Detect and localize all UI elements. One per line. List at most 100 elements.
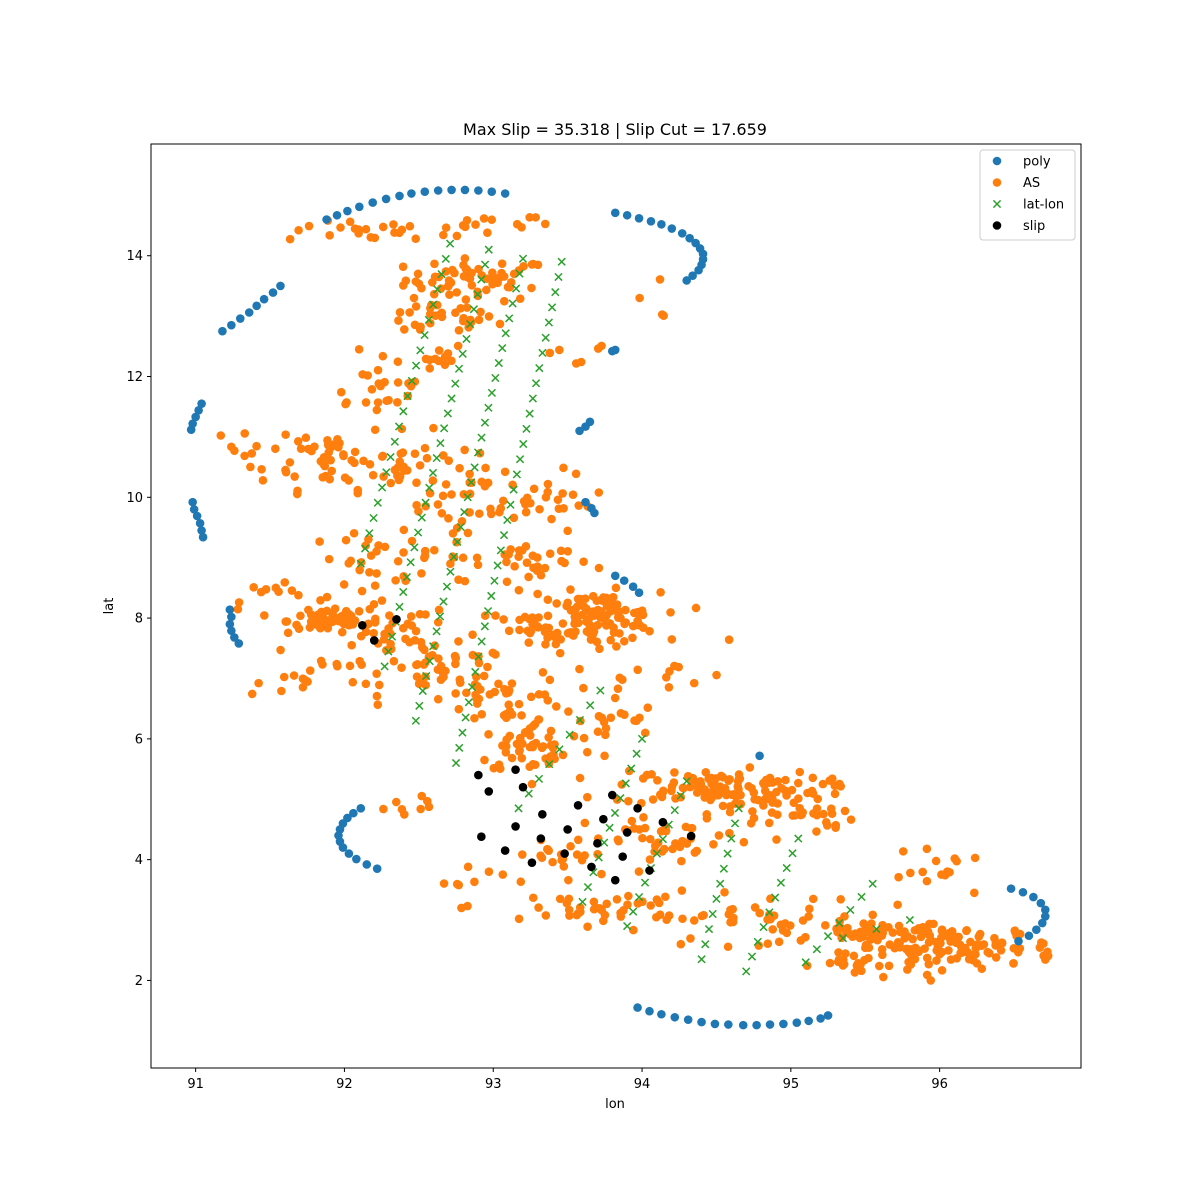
as-point <box>345 661 355 671</box>
x-tick-label: 92 <box>336 1077 353 1092</box>
as-point <box>465 469 474 479</box>
as-point <box>970 888 979 898</box>
lat-lon-point <box>380 662 389 671</box>
as-point <box>946 955 956 964</box>
as-point <box>372 669 381 678</box>
poly-point <box>633 1003 642 1012</box>
as-point <box>735 774 745 783</box>
as-point <box>301 433 311 443</box>
lat-lon-point <box>474 652 483 661</box>
as-point <box>491 650 500 659</box>
as-point <box>652 895 662 904</box>
poly-point <box>634 213 644 223</box>
x-tick-label: 96 <box>931 1077 948 1092</box>
lat-lon-point <box>640 878 650 887</box>
as-point <box>666 608 675 617</box>
as-point <box>547 514 556 524</box>
y-tick-label: 14 <box>126 249 143 264</box>
as-point <box>468 630 477 639</box>
as-point <box>516 877 526 887</box>
as-point <box>676 939 686 949</box>
lat-lon-point <box>467 682 477 692</box>
as-point <box>524 572 533 582</box>
lat-lon-point <box>463 493 472 502</box>
as-point <box>701 767 711 777</box>
as-point <box>389 220 398 229</box>
as-point <box>739 837 749 847</box>
as-point <box>480 755 489 765</box>
as-point <box>528 759 538 769</box>
as-point <box>785 921 795 930</box>
as-point <box>323 436 332 445</box>
lat-lon-point <box>634 892 644 902</box>
lat-lon-point <box>547 303 557 312</box>
as-point <box>430 259 439 269</box>
slip-point <box>593 839 602 848</box>
as-point <box>944 946 953 955</box>
as-point <box>545 675 555 685</box>
as-point <box>553 495 563 505</box>
lat-lon-point <box>387 632 397 641</box>
as-point <box>599 593 608 602</box>
poly-point <box>259 294 269 304</box>
as-point <box>937 966 947 975</box>
as-point <box>528 551 538 560</box>
as-point <box>294 225 303 235</box>
as-point <box>454 637 463 646</box>
poly-point <box>433 186 443 195</box>
as-point <box>975 929 985 939</box>
poly-point <box>191 412 200 422</box>
as-point <box>334 442 343 452</box>
lat-lon-point <box>424 315 433 324</box>
as-point <box>801 932 810 942</box>
as-point <box>538 742 548 751</box>
lat-lon-point <box>771 893 780 902</box>
as-point <box>645 626 654 636</box>
legend-slip-marker <box>992 221 1002 230</box>
slip-point <box>573 800 583 810</box>
legend: poly AS lat-lon slip <box>979 149 1076 241</box>
chart-title: Max Slip = 35.318 | Slip Cut = 17.659 <box>463 120 767 139</box>
poly-point <box>590 508 599 518</box>
poly-point <box>195 518 205 528</box>
lat-lon-point <box>458 728 467 737</box>
as-point <box>397 663 406 672</box>
as-point <box>859 919 868 928</box>
as-point <box>256 587 266 597</box>
as-point <box>304 605 313 615</box>
as-point <box>579 557 588 566</box>
lat-lon-point <box>384 647 393 656</box>
poly-point <box>792 1018 802 1028</box>
lat-lon-point <box>425 657 434 666</box>
as-point <box>830 781 840 790</box>
as-point <box>560 558 569 568</box>
as-point <box>393 556 403 566</box>
as-point <box>836 955 845 965</box>
poly-point <box>487 187 497 197</box>
lat-lon-point <box>515 455 525 464</box>
as-point <box>612 895 622 904</box>
as-point <box>685 782 695 792</box>
lat-lon-point <box>632 749 641 758</box>
poly-point <box>188 497 197 507</box>
as-point <box>385 611 394 620</box>
as-point <box>527 283 536 293</box>
as-point <box>541 911 551 920</box>
as-point <box>795 767 805 777</box>
poly-point <box>234 639 244 648</box>
as-point <box>434 605 444 615</box>
as-point <box>551 702 561 711</box>
as-point <box>579 733 589 743</box>
as-point <box>514 552 523 562</box>
as-point <box>337 627 347 637</box>
poly-point <box>474 186 483 195</box>
as-point <box>675 842 685 852</box>
x-tick-label: 91 <box>187 1077 204 1092</box>
as-point <box>410 449 420 459</box>
as-point <box>639 623 648 632</box>
plot-area <box>186 185 1053 1030</box>
as-point <box>925 919 934 929</box>
as-point <box>240 429 250 438</box>
lat-lon-point <box>413 528 423 537</box>
as-point <box>691 603 701 613</box>
